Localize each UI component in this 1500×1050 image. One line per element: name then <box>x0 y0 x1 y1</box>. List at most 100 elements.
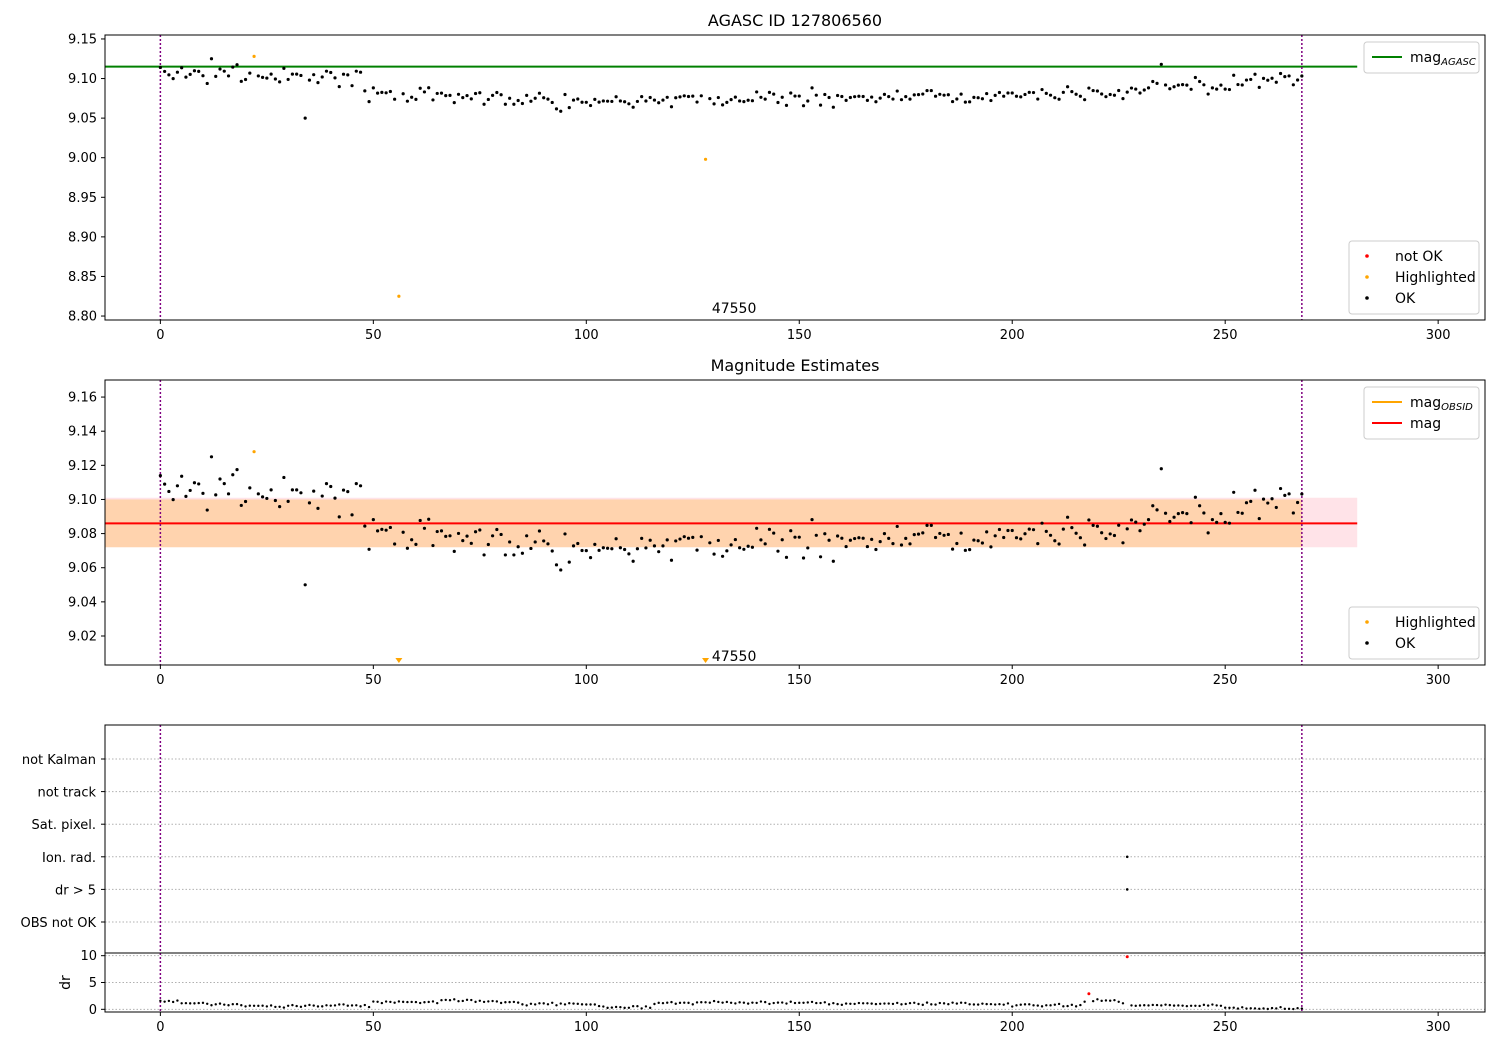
dr-point <box>278 1005 281 1008</box>
data-point <box>648 95 652 100</box>
dr-point <box>563 1003 567 1006</box>
dr-point <box>614 1005 618 1009</box>
data-point <box>363 524 367 528</box>
data-point <box>784 555 789 559</box>
dr-point <box>1113 998 1116 1002</box>
offscale-marker <box>702 658 710 663</box>
data-point <box>516 98 520 103</box>
dr-point <box>325 1004 328 1007</box>
y-tick-label: 10 <box>80 949 97 964</box>
dr-point <box>1155 1003 1159 1007</box>
data-point <box>410 95 414 99</box>
data-point <box>767 90 772 94</box>
data-point <box>456 531 461 536</box>
data-point <box>295 72 299 76</box>
dr-point <box>163 1000 166 1003</box>
dr-point <box>1011 1005 1014 1008</box>
data-point <box>635 99 640 104</box>
data-point <box>759 538 763 542</box>
data-point <box>542 96 546 100</box>
data-point <box>1125 90 1129 94</box>
data-point <box>431 543 435 548</box>
dr-point <box>606 1006 609 1010</box>
legend-label: Highlighted <box>1395 270 1476 286</box>
dr-point <box>657 1001 660 1005</box>
dr-point <box>666 1001 669 1004</box>
data-point <box>776 549 780 553</box>
data-point <box>1108 532 1112 536</box>
dr-point <box>470 998 473 1002</box>
dr-point <box>755 1001 758 1005</box>
data-point <box>235 63 239 67</box>
data-point <box>384 528 388 532</box>
dr-point <box>559 1002 562 1005</box>
x-tick-label: 50 <box>365 673 382 688</box>
dr-point <box>1066 1004 1069 1008</box>
data-point <box>1023 92 1027 97</box>
x-tick-label: 0 <box>156 673 164 688</box>
data-point <box>1219 83 1223 87</box>
legend-dot-swatch <box>1365 254 1369 258</box>
data-point <box>1193 495 1197 499</box>
data-point <box>205 81 209 86</box>
data-point <box>559 109 563 113</box>
data-point <box>405 99 410 103</box>
data-point <box>665 95 669 99</box>
data-point <box>571 98 576 102</box>
data-point <box>1185 512 1189 516</box>
data-point <box>1091 88 1095 93</box>
data-point <box>929 88 933 93</box>
dr-point <box>291 1003 294 1007</box>
dr-point <box>184 1001 188 1005</box>
dr-point <box>891 1002 895 1006</box>
dr-point <box>917 1002 920 1006</box>
dr-point <box>393 1001 396 1004</box>
dr-point <box>942 1002 946 1005</box>
data-point <box>823 92 827 97</box>
data-point <box>269 488 273 492</box>
data-point <box>222 69 226 73</box>
data-point <box>546 542 550 546</box>
data-point <box>312 489 316 493</box>
data-point <box>401 92 405 96</box>
dr-point <box>597 1004 601 1008</box>
data-point <box>678 537 682 541</box>
dr-point <box>316 1005 320 1008</box>
data-point <box>678 95 682 99</box>
legend-dot-swatch <box>1365 620 1369 624</box>
data-point <box>840 536 844 540</box>
data-point <box>835 534 840 538</box>
data-point <box>708 97 712 101</box>
data-point <box>1057 97 1061 101</box>
data-point <box>853 95 857 99</box>
data-point <box>371 517 375 522</box>
data-point <box>1180 511 1185 515</box>
data-point <box>248 486 252 490</box>
obsid-annotation: 47550 <box>712 301 757 317</box>
data-point <box>899 98 904 102</box>
data-point <box>669 105 674 109</box>
data-point <box>256 492 260 496</box>
dr-point <box>1245 1007 1248 1010</box>
x-tick-label: 0 <box>156 328 164 343</box>
data-point <box>1278 71 1283 76</box>
data-point <box>1048 93 1053 97</box>
dr-point <box>648 1006 652 1010</box>
data-point <box>1117 523 1121 527</box>
x-tick-label: 100 <box>574 673 599 688</box>
data-point <box>865 98 870 102</box>
data-point <box>1006 91 1010 95</box>
x-tick-label: 150 <box>787 328 812 343</box>
flag-point <box>1125 855 1129 859</box>
dr-point <box>568 1002 571 1005</box>
data-point <box>652 544 657 548</box>
dr-point <box>823 1001 827 1004</box>
dr-point <box>972 1003 976 1006</box>
dr-point <box>295 1004 298 1008</box>
data-point <box>831 105 835 109</box>
dr-point <box>286 1004 290 1007</box>
legend-bottom-right: Highlighted OK <box>1348 606 1480 660</box>
data-point <box>635 547 640 551</box>
data-point <box>312 73 316 77</box>
dr-point <box>551 1001 554 1004</box>
